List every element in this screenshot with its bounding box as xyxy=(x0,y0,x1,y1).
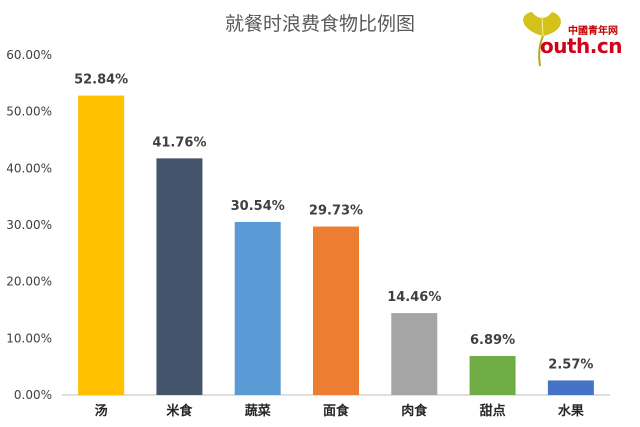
bar xyxy=(391,313,438,395)
x-tick-label: 水果 xyxy=(558,403,584,419)
data-label: 30.54% xyxy=(231,199,285,214)
x-tick-label: 米食 xyxy=(166,403,193,419)
x-axis: 汤 米食 蔬菜 面食 肉食 甜点 水果 xyxy=(95,403,584,419)
y-tick-label: 40.00% xyxy=(6,161,52,175)
data-label: 6.89% xyxy=(470,333,515,348)
y-tick-label: 60.00% xyxy=(6,48,52,62)
bar xyxy=(547,380,594,395)
bars-group xyxy=(78,95,594,395)
x-tick-label: 汤 xyxy=(95,404,108,419)
y-tick-label: 0.00% xyxy=(14,388,52,402)
logo-english-text: outh.cn xyxy=(540,34,622,58)
logo-chinese-text: 中國青年网 xyxy=(568,26,618,37)
y-tick-label: 10.00% xyxy=(6,331,52,345)
x-tick-label: 甜点 xyxy=(480,403,506,419)
chart-title: 就餐时浪费食物比例图 xyxy=(225,13,415,35)
data-label: 29.73% xyxy=(309,204,363,219)
y-tick-label: 50.00% xyxy=(6,105,52,119)
x-tick-label: 蔬菜 xyxy=(245,403,271,419)
y-tick-label: 20.00% xyxy=(6,275,52,289)
bar xyxy=(156,158,203,395)
y-tick-label: 30.00% xyxy=(6,218,52,232)
bar xyxy=(313,226,359,395)
youth-cn-logo: 中國青年网 outh.cn xyxy=(510,8,636,70)
x-tick-label: 肉食 xyxy=(401,403,428,419)
y-axis: 0.00% 10.00% 20.00% 30.00% 40.00% 50.00% 60.00… xyxy=(6,48,52,402)
bar xyxy=(469,355,516,395)
ginkgo-leaf-icon xyxy=(523,12,561,67)
data-labels-group: 52.84% 41.76% 30.54% 29.73% 14.46% 6.89% 2.57% xyxy=(74,73,593,373)
bar xyxy=(234,221,281,395)
x-tick-label: 面食 xyxy=(323,403,350,419)
data-label: 14.46% xyxy=(387,290,441,305)
data-label: 41.76% xyxy=(152,135,206,150)
bar xyxy=(78,95,125,395)
data-label: 2.57% xyxy=(548,357,593,372)
data-label: 52.84% xyxy=(74,73,128,88)
